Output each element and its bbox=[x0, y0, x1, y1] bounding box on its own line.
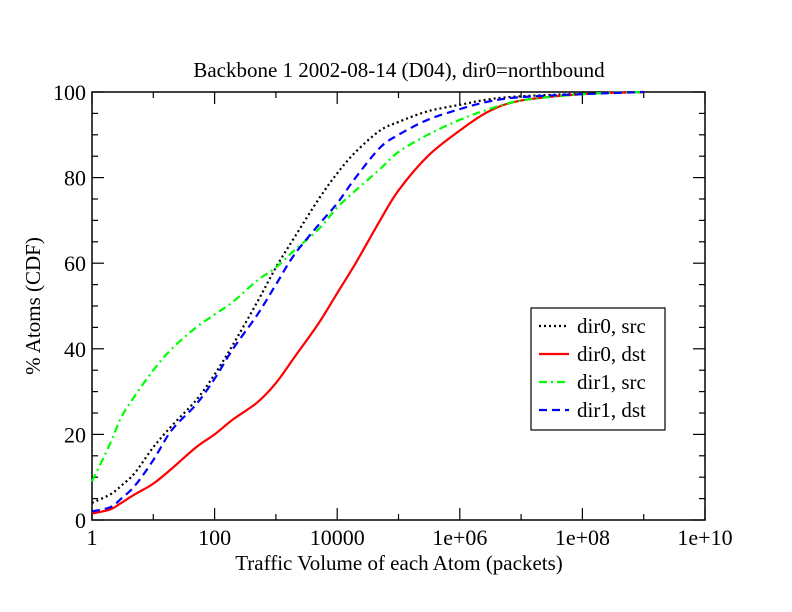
legend: dir0, src dir0, dst dir1, src dir1, dst bbox=[530, 307, 666, 431]
y-tick-label: 20 bbox=[64, 422, 86, 447]
x-tick-label: 1e+06 bbox=[432, 525, 487, 550]
chart-title: Backbone 1 2002-08-14 (D04), dir0=northb… bbox=[193, 58, 605, 82]
series-line-dir0-dst bbox=[91, 90, 644, 515]
x-axis-label: Traffic Volume of each Atom (packets) bbox=[235, 551, 563, 575]
series-line-dir1-src bbox=[91, 90, 644, 482]
legend-label-dir0-dst: dir0, dst bbox=[577, 342, 646, 366]
y-tick-label: 60 bbox=[64, 251, 86, 276]
legend-label-dir1-src: dir1, src bbox=[577, 370, 646, 394]
x-tick-label: 1 bbox=[87, 525, 98, 550]
x-tick-label: 1e+08 bbox=[555, 525, 610, 550]
plot-area: 0 20 40 60 80 100 1 100 10000 1e+06 1e+08 1e+10 bbox=[53, 80, 733, 550]
series-line-dir0-src bbox=[91, 90, 644, 504]
legend-label-dir0-src: dir0, src bbox=[577, 314, 646, 338]
legend-label-dir1-dst: dir1, dst bbox=[577, 398, 646, 422]
y-tick-label: 40 bbox=[64, 337, 86, 362]
y-axis-label: % Atoms (CDF) bbox=[21, 237, 45, 375]
y-tick-label: 0 bbox=[75, 508, 86, 533]
y-tick-label: 100 bbox=[53, 80, 86, 105]
x-tick-label: 100 bbox=[198, 525, 231, 550]
y-tick-label: 80 bbox=[64, 166, 86, 191]
x-tick-label: 1e+10 bbox=[677, 525, 732, 550]
x-tick-label: 10000 bbox=[310, 525, 365, 550]
